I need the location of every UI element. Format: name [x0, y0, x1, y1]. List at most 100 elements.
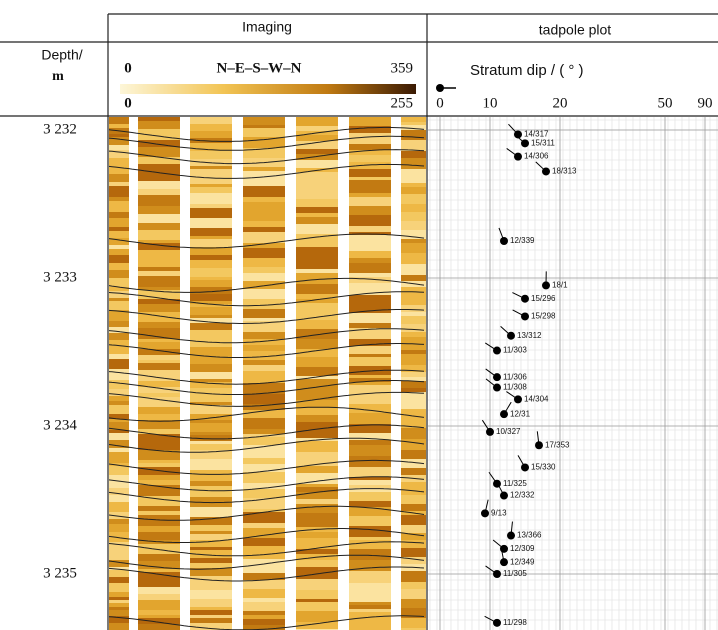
y-tick-label: 3 232 — [43, 121, 77, 137]
image-texture — [138, 195, 180, 206]
tadpole-head — [542, 281, 550, 289]
image-texture — [401, 287, 427, 294]
image-texture — [108, 488, 129, 492]
tadpole-head — [514, 153, 522, 161]
legend-tadpole — [436, 84, 456, 92]
image-texture — [108, 117, 129, 124]
image-texture — [296, 590, 338, 599]
data-label: 15/311 — [531, 138, 555, 147]
image-texture — [190, 590, 232, 599]
image-texture — [108, 258, 129, 263]
image-texture — [190, 423, 232, 432]
image-texture — [349, 122, 391, 126]
tadpole-head — [521, 312, 529, 320]
image-texture — [349, 288, 391, 295]
image-texture — [401, 571, 427, 582]
image-texture — [108, 291, 129, 298]
image-texture — [243, 589, 285, 598]
image-texture — [243, 273, 285, 281]
image-texture — [108, 502, 129, 512]
image-texture — [138, 250, 180, 258]
image-texture — [108, 249, 129, 255]
image-texture — [243, 602, 285, 611]
image-texture — [296, 452, 338, 456]
image-texture — [349, 366, 391, 370]
image-texture — [296, 207, 338, 213]
image-texture — [401, 337, 427, 347]
image-texture — [138, 544, 180, 554]
image-texture — [108, 245, 129, 249]
image-texture — [401, 589, 427, 599]
image-texture — [190, 364, 232, 372]
image-texture — [190, 228, 232, 236]
image-texture — [349, 251, 391, 258]
image-texture — [190, 513, 232, 517]
image-texture — [349, 456, 391, 467]
image-texture — [296, 172, 338, 183]
image-texture — [138, 181, 180, 189]
image-texture — [108, 597, 129, 600]
tadpole-head — [493, 373, 501, 381]
image-texture — [349, 117, 391, 122]
image-texture — [296, 260, 338, 269]
image-texture — [138, 189, 180, 195]
data-label: 18/313 — [552, 167, 577, 176]
image-texture — [243, 418, 285, 429]
image-texture — [138, 363, 180, 370]
image-texture — [349, 226, 391, 232]
image-texture — [296, 213, 338, 217]
tadpole-head — [500, 410, 508, 418]
image-texture — [296, 126, 338, 131]
data-label: 13/366 — [517, 531, 542, 540]
image-texture — [296, 429, 338, 438]
image-texture — [108, 255, 129, 258]
image-texture — [349, 263, 391, 273]
image-texture — [108, 340, 129, 345]
image-texture — [349, 440, 391, 445]
image-texture — [190, 166, 232, 169]
image-texture — [401, 618, 427, 628]
image-texture — [349, 323, 391, 328]
colorbar-label: 359 — [391, 60, 414, 76]
colorbar-label: 255 — [391, 95, 414, 111]
data-label: 12/349 — [510, 557, 535, 566]
image-texture — [349, 467, 391, 477]
image-texture — [138, 360, 180, 363]
x-tick-label: 90 — [698, 95, 713, 111]
image-texture — [349, 354, 391, 357]
image-texture — [138, 214, 180, 223]
image-texture — [138, 511, 180, 515]
image-texture — [190, 615, 232, 618]
tadpole-head — [507, 332, 515, 340]
image-texture — [296, 599, 338, 602]
image-texture — [349, 605, 391, 609]
image-texture — [296, 487, 338, 492]
image-texture — [138, 532, 180, 540]
image-texture — [296, 518, 338, 527]
image-texture — [243, 197, 285, 202]
image-texture — [296, 199, 338, 207]
image-texture — [138, 526, 180, 532]
image-texture — [243, 318, 285, 321]
image-texture — [190, 239, 232, 247]
image-texture — [349, 206, 391, 215]
image-texture — [108, 197, 129, 201]
image-texture — [243, 611, 285, 615]
image-texture — [296, 193, 338, 199]
data-label: 11/298 — [503, 618, 527, 627]
data-label: 14/304 — [524, 394, 549, 403]
image-texture — [108, 495, 129, 502]
image-texture — [138, 342, 180, 349]
image-texture — [401, 365, 427, 368]
image-texture — [401, 212, 427, 221]
image-texture — [108, 570, 129, 577]
image-texture — [296, 611, 338, 622]
image-texture — [349, 193, 391, 197]
image-texture — [190, 372, 232, 379]
image-texture — [296, 117, 338, 126]
tadpole-head — [500, 492, 508, 500]
image-texture — [349, 169, 391, 177]
image-texture — [190, 618, 232, 623]
image-texture — [243, 458, 285, 464]
image-texture — [349, 357, 391, 366]
